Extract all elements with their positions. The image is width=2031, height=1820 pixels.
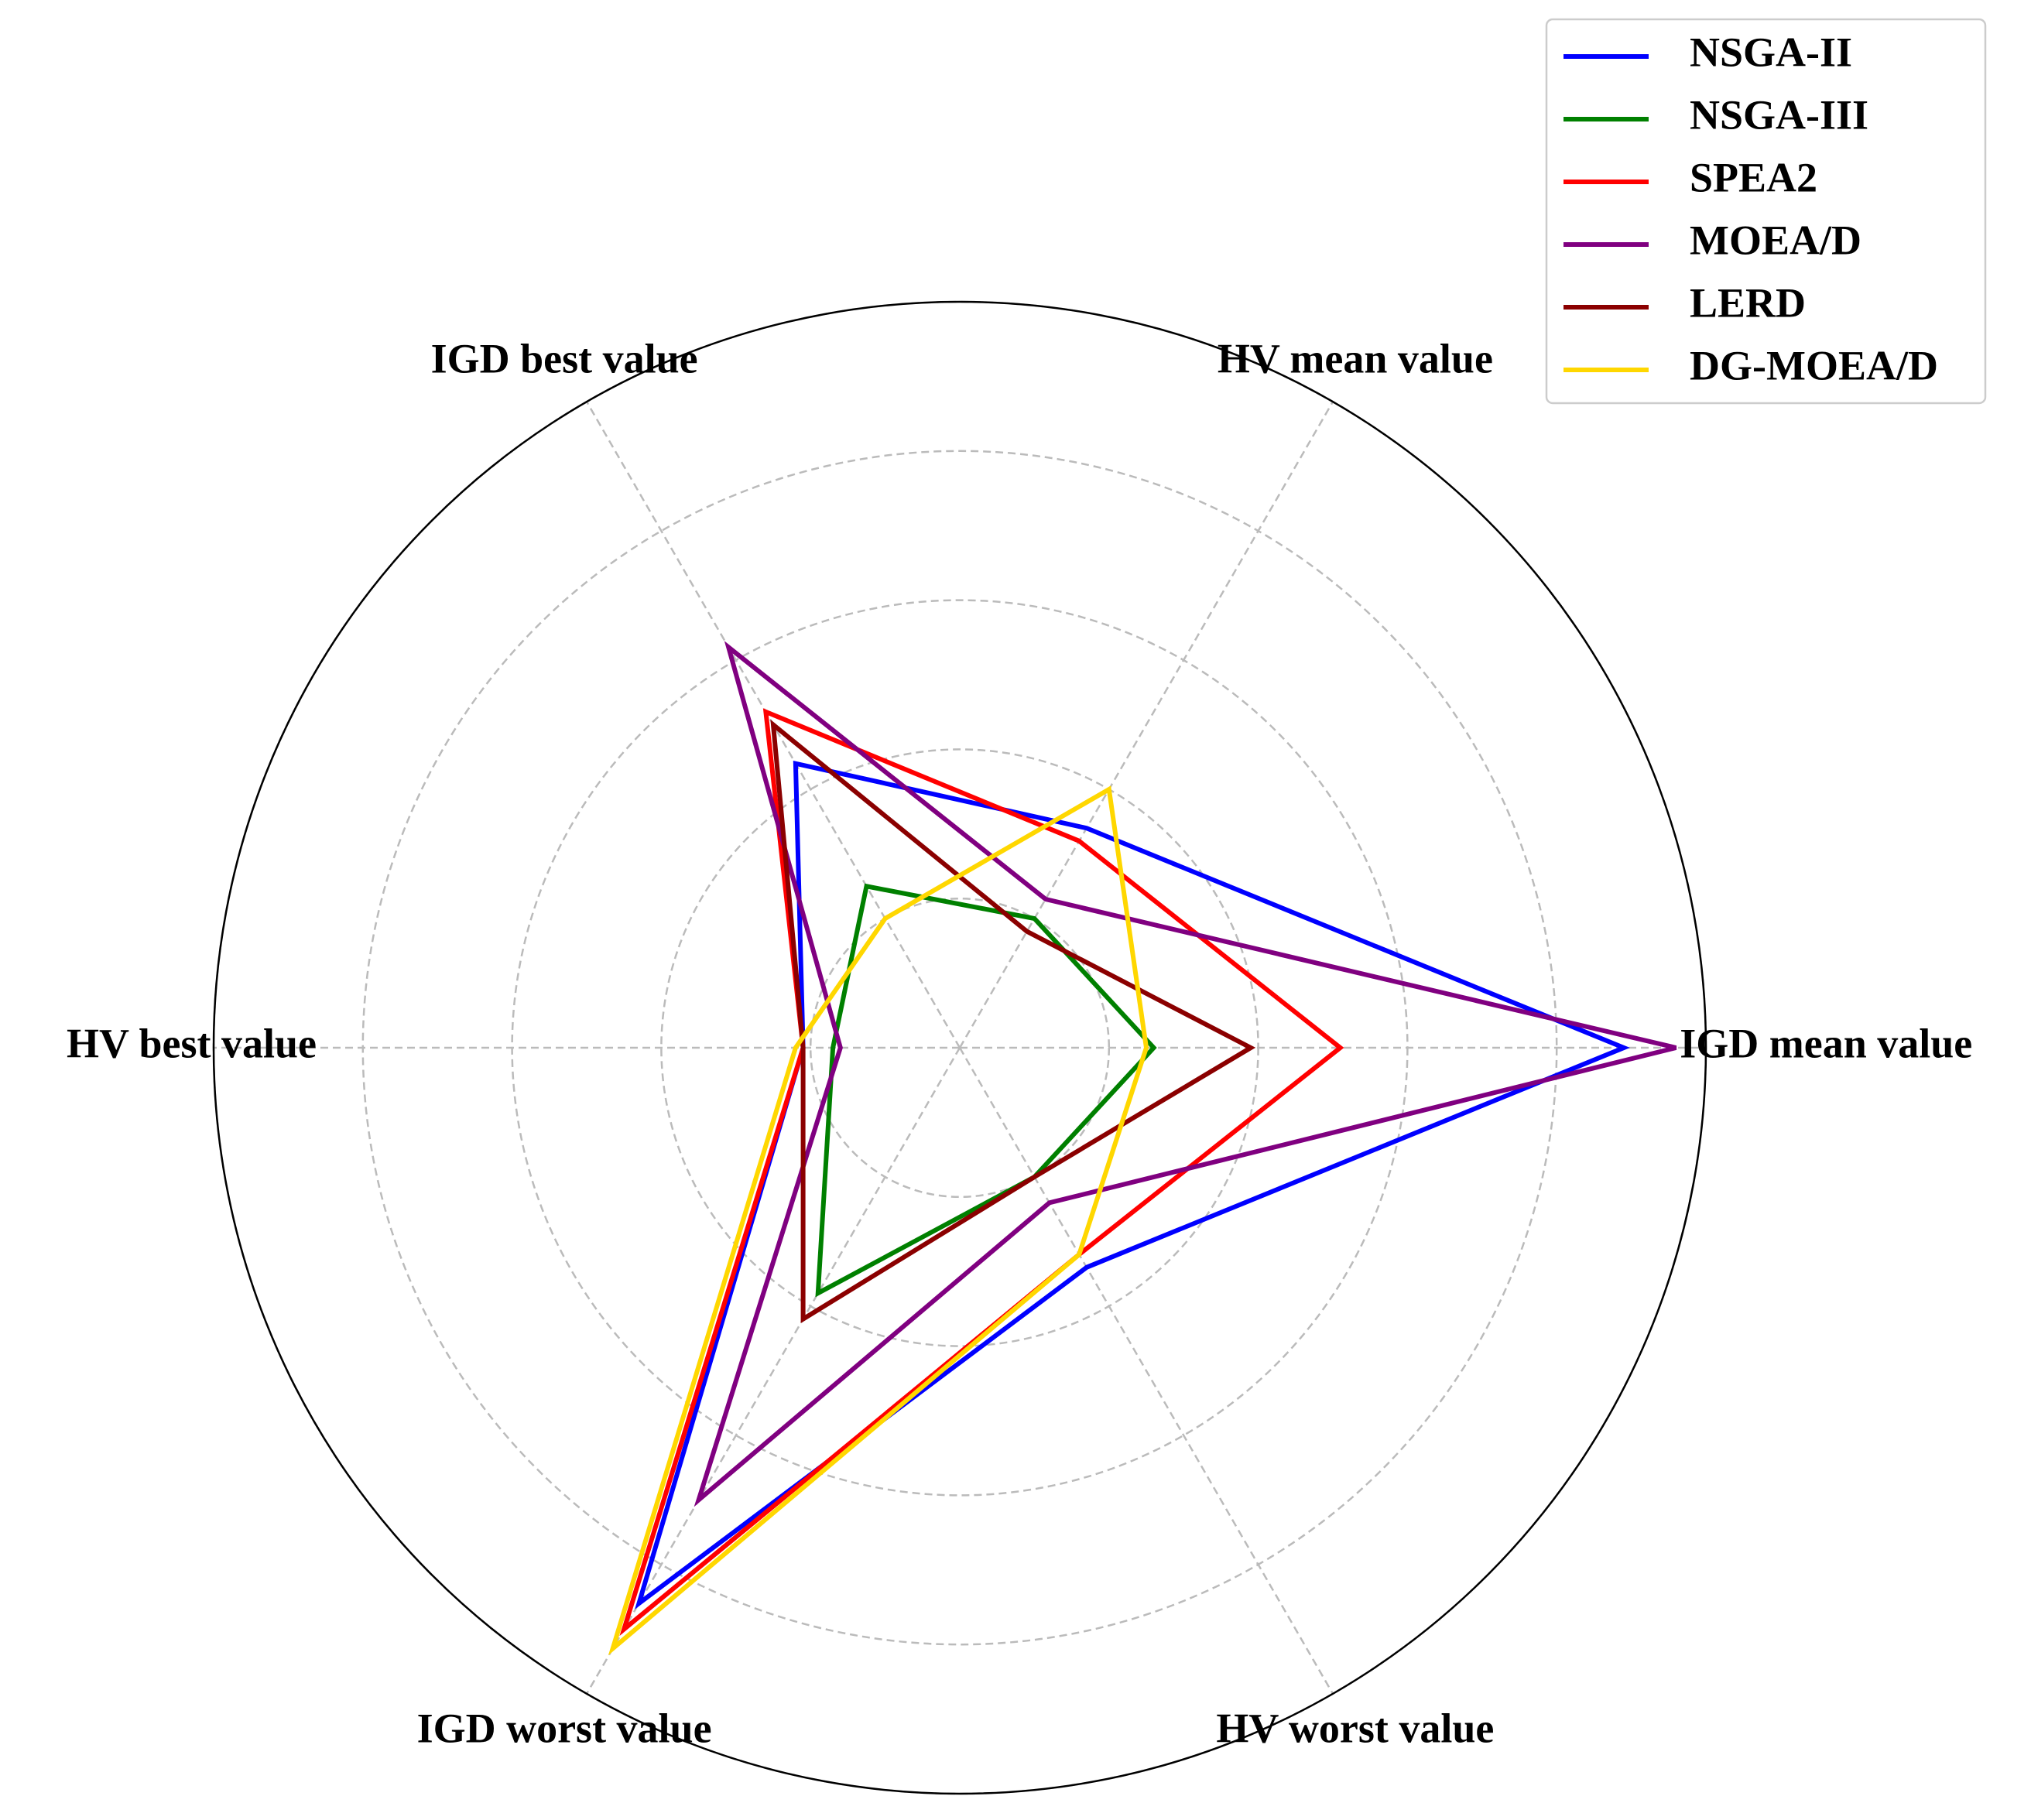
legend-label: LERD [1690, 279, 1806, 326]
outer-frame [212, 300, 1707, 1795]
axis-label: IGD mean value [1680, 1020, 1972, 1066]
axis-label: IGD best value [431, 335, 698, 381]
legend-label: NSGA-II [1690, 29, 1852, 75]
spoke [585, 1047, 961, 1695]
axis-label: HV mean value [1218, 335, 1493, 381]
legend-label: DG-MOEA/D [1690, 342, 1938, 388]
series-line [770, 719, 1256, 1323]
legend-label: NSGA-III [1690, 91, 1868, 138]
legend-frame [1545, 18, 1987, 405]
spoke [958, 401, 1334, 1049]
legend-label: MOEA/D [1690, 217, 1861, 263]
axis-label: IGD worst value [417, 1705, 712, 1751]
series-line [694, 641, 1677, 1507]
legend-label: SPEA2 [1690, 154, 1817, 200]
legend: NSGA-II NSGA-III SPEA2 MOEA/D LERD DG-MOEA/D [1545, 18, 1987, 405]
series-line [608, 785, 1149, 1656]
axis-label: HV best value [67, 1020, 317, 1066]
axis-label: HV worst value [1216, 1705, 1494, 1751]
spoke [958, 1047, 1334, 1695]
